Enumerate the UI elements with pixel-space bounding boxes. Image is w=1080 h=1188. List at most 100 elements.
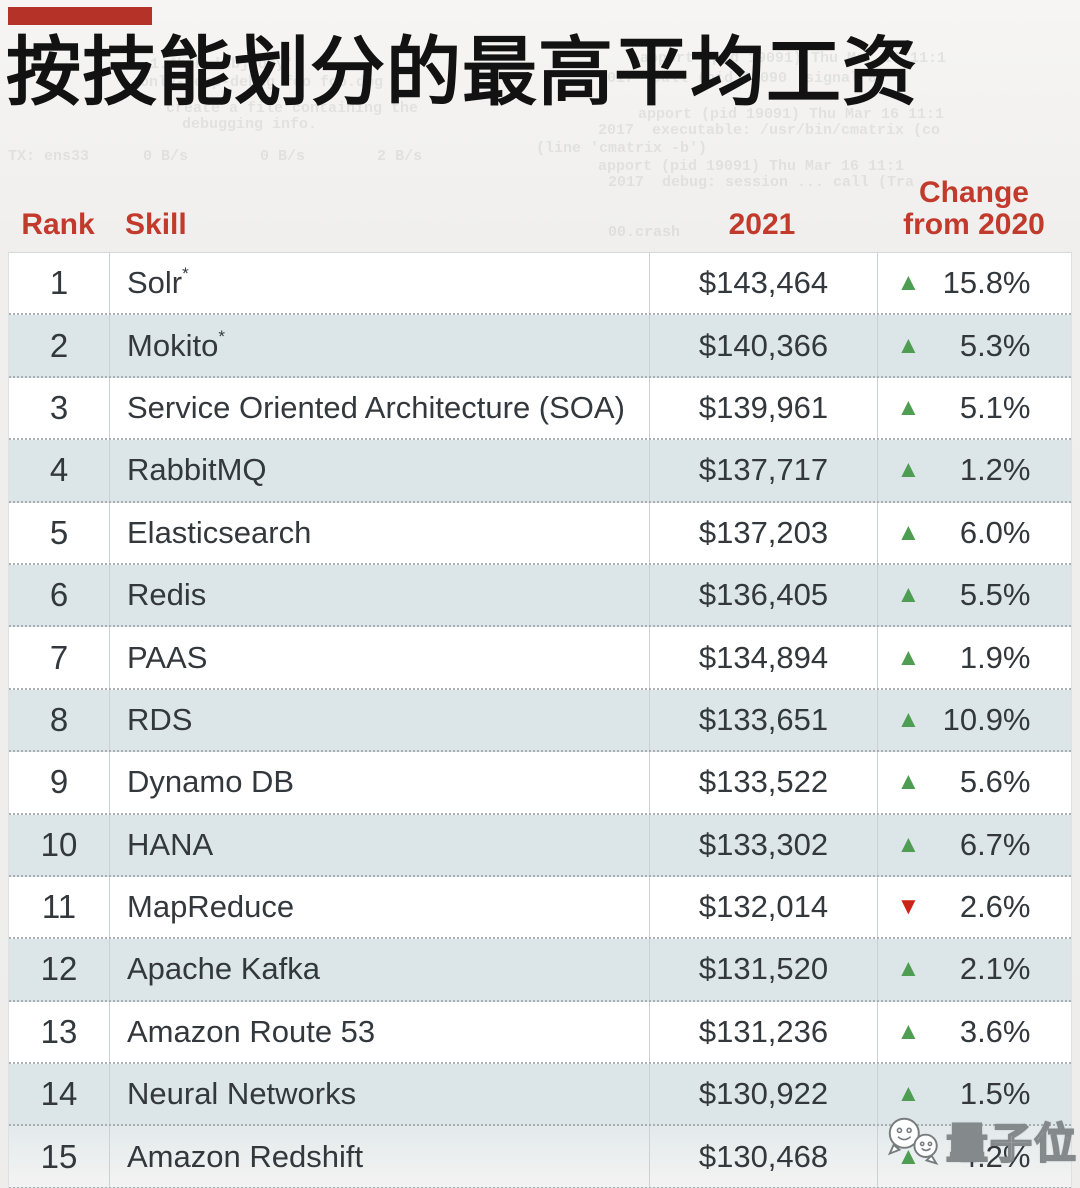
change-cell: ▼ 2.6% <box>877 876 1073 938</box>
up-triangle-icon: ▲ <box>896 518 921 546</box>
change-cell: ▲ 5.5% <box>877 564 1073 626</box>
table-header-row: Rank Skill 2021 Change from 2020 <box>8 150 1072 246</box>
skill-cell: HANA <box>109 814 649 875</box>
change-percent: 3.6% <box>959 1013 1031 1049</box>
down-triangle-icon: ▼ <box>896 893 921 921</box>
table-row: 12 Apache Kafka $131,520 ▲ 2.1% <box>9 939 1073 1002</box>
skill-label: Neural Networks <box>127 1076 357 1112</box>
change-cell: ▲ 15.8% <box>877 253 1073 314</box>
skill-cell: Amazon Redshift <box>109 1126 649 1187</box>
change-percent: 1.2% <box>959 452 1031 488</box>
skill-label: Mokito <box>127 327 219 363</box>
salary-cell: $143,464 <box>649 253 877 314</box>
rank-cell: 7 <box>49 638 69 676</box>
rank-cell: 5 <box>49 513 69 551</box>
salary-cell: $132,014 <box>649 876 877 938</box>
change-percent: 1.5% <box>959 1076 1031 1112</box>
change-cell: ▲ 1.9% <box>877 627 1073 688</box>
terminal-text-line: only-keep-debug foo foo.dbg <box>140 74 384 91</box>
rank-cell: 15 <box>40 1137 78 1175</box>
skill-cell: Redis <box>109 564 649 626</box>
change-cell: ▲ 5.6% <box>877 752 1073 813</box>
skill-label: Apache Kafka <box>127 951 321 987</box>
watermark-text: 量子位 <box>945 1119 1078 1168</box>
change-percent: 10.9% <box>942 701 1031 737</box>
skill-cell: Elasticsearch <box>109 502 649 563</box>
skill-label: RabbitMQ <box>127 452 267 488</box>
salary-cell: $136,405 <box>649 564 877 626</box>
table-row: 10 HANA $133,302 ▲ 6.7% <box>9 814 1073 877</box>
terminal-text-line: apport (pid 19091) Thu Mar 16 11:1 <box>598 158 905 175</box>
rank-cell: 3 <box>49 388 69 426</box>
rank-cell: 12 <box>40 950 78 988</box>
up-triangle-icon: ▲ <box>896 830 921 858</box>
skill-label: Amazon Redshift <box>127 1138 364 1174</box>
up-triangle-icon: ▲ <box>896 331 921 359</box>
up-triangle-icon: ▲ <box>896 1017 921 1045</box>
column-header-change-line1: Change <box>918 176 1029 209</box>
up-triangle-icon: ▲ <box>896 581 921 609</box>
skill-label: MapReduce <box>127 889 295 925</box>
skill-cell: MapReduce <box>109 876 649 938</box>
terminal-text-line: (line 'cmatrix -b') <box>536 140 708 157</box>
column-header-change: Change from 2020 <box>876 177 1072 246</box>
skill-label: Dynamo DB <box>127 764 295 800</box>
table-row: 1 Solr * $143,464 ▲ 15.8% <box>9 253 1073 316</box>
salary-cell: $130,922 <box>649 1064 877 1125</box>
table-row: 2 Mokito * $140,366 ▲ 5.3% <box>9 315 1071 378</box>
change-cell: ▲ 4.2% <box>877 1126 1073 1187</box>
rank-cell: 9 <box>49 763 69 801</box>
change-percent: 4.2% <box>959 1138 1031 1174</box>
skill-label: HANA <box>127 826 214 862</box>
salary-cell: $133,302 <box>649 814 877 875</box>
salary-cell: $133,651 <box>649 689 877 751</box>
skill-cell: Dynamo DB <box>109 752 649 813</box>
table-row: 3 Service Oriented Architecture (SOA) $139… <box>9 377 1073 441</box>
rank-cell: 13 <box>40 1012 78 1050</box>
skill-cell: Amazon Route 53 <box>109 1001 649 1063</box>
top-accent-bar <box>8 7 152 25</box>
change-percent: 15.8% <box>942 265 1031 301</box>
rank-cell: 4 <box>49 451 69 489</box>
up-triangle-icon: ▲ <box>896 705 921 733</box>
skill-cell: RDS <box>109 689 649 751</box>
up-triangle-icon: ▲ <box>896 768 921 796</box>
terminal-text-line: 2017 executable: /usr/bin/cmatrix (co <box>598 122 941 139</box>
change-cell: ▲ 6.0% <box>877 502 1073 563</box>
change-percent: 1.9% <box>959 639 1031 675</box>
table-row: 14 Neural Networks $130,922 ▲ 1.5% <box>9 1064 1071 1127</box>
table-row: 11 MapReduce $132,014 ▼ 2.6% <box>9 876 1073 940</box>
terminal-text-line: TX: ens33 0 B/s 0 B/s 2 B/s <box>8 148 423 165</box>
skill-cell: Service Oriented Architecture (SOA) <box>109 377 649 439</box>
change-cell: ▲ 5.1% <box>877 377 1073 439</box>
salary-cell: $134,894 <box>649 627 877 688</box>
skill-label: Solr <box>127 265 183 301</box>
salary-cell: $130,468 <box>649 1126 877 1187</box>
table-row: 13 Amazon Route 53 $131,236 ▲ 3.6% <box>9 1001 1071 1065</box>
salary-cell: $137,717 <box>649 440 877 501</box>
change-cell: ▲ 2.1% <box>877 939 1073 1000</box>
terminal-text-line: apport (pid 19091) Thu Mar 16 11:1 <box>638 106 945 123</box>
rank-cell: 6 <box>49 576 69 614</box>
skill-label: Amazon Route 53 <box>127 1013 376 1049</box>
salary-cell: $137,203 <box>649 502 877 563</box>
skill-label: Redis <box>127 577 207 613</box>
salary-cell: $133,522 <box>649 752 877 813</box>
skill-cell: Neural Networks <box>109 1064 649 1125</box>
salary-cell: $140,366 <box>649 315 877 376</box>
salary-table-body: 1 Solr * $143,464 ▲ 15.8% 2 Mokito * $140,366 ▲ 5.3… <box>8 252 1072 1188</box>
change-percent: 2.6% <box>959 889 1031 925</box>
change-percent: 5.3% <box>959 327 1031 363</box>
change-percent: 5.6% <box>959 764 1031 800</box>
change-percent: 5.1% <box>959 389 1031 425</box>
up-triangle-icon: ▲ <box>896 456 921 484</box>
up-triangle-icon: ▲ <box>896 1142 921 1170</box>
change-cell: ▲ 6.7% <box>877 814 1073 875</box>
page-title: 按技能划分的最高平均工资 <box>6 30 919 114</box>
change-percent: 2.1% <box>959 951 1031 987</box>
skill-cell: RabbitMQ <box>109 440 649 501</box>
terminal-text-line: create a file containing the <box>166 100 419 117</box>
column-header-2021: 2021 <box>728 207 796 241</box>
skill-label: PAAS <box>127 639 208 675</box>
